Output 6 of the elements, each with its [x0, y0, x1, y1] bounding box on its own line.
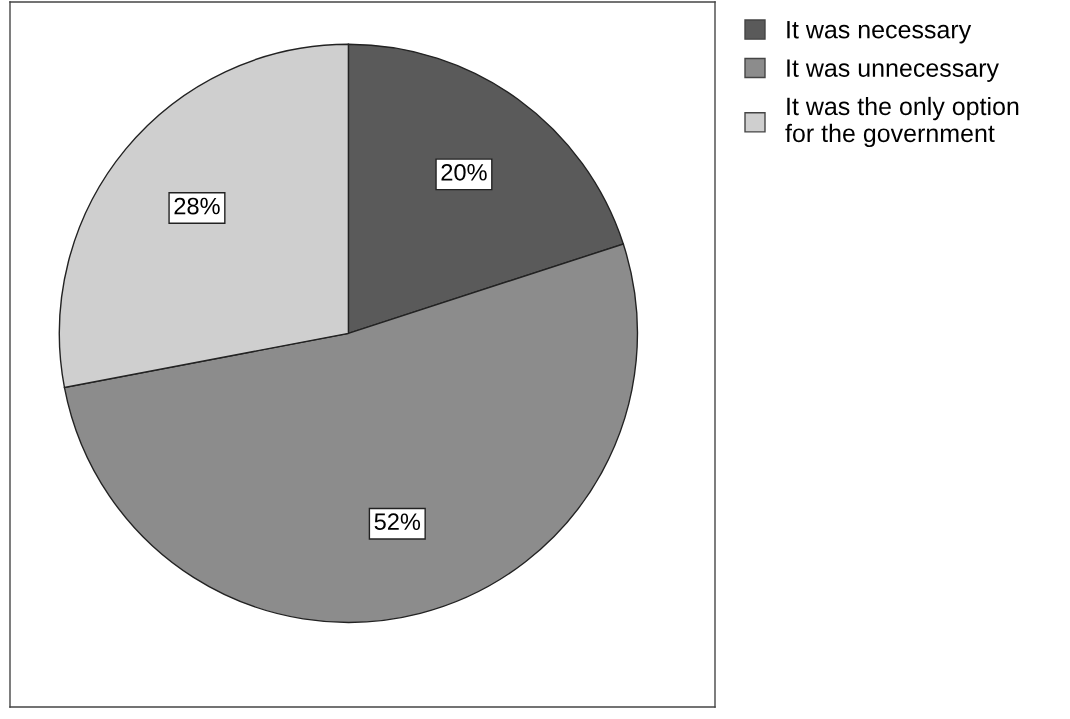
legend-label: It was the only option for the government [785, 96, 1019, 148]
data-label: 52% [374, 513, 421, 531]
legend-label: It was necessary [787, 21, 972, 44]
data-label: 20% [441, 163, 487, 181]
data-label: 28% [174, 197, 220, 215]
legend-label: It was unnecessary [787, 59, 999, 82]
